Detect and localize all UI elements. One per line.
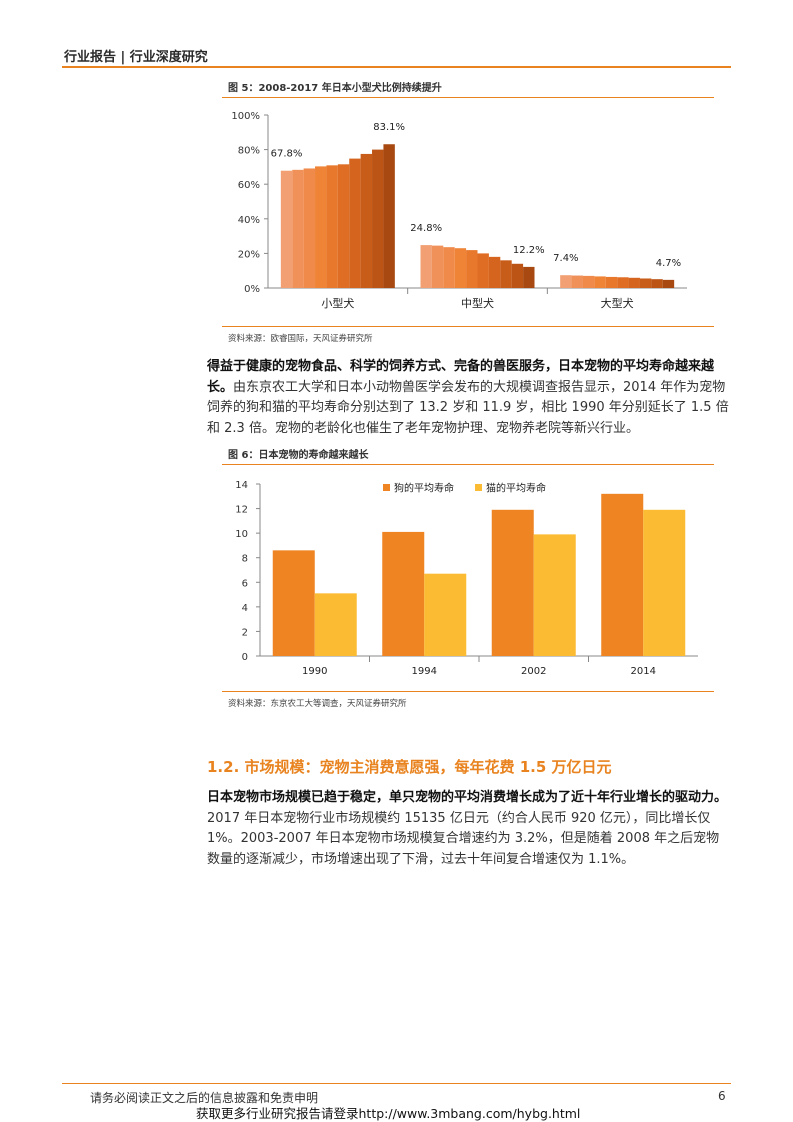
figure5-bar (466, 250, 478, 288)
figure5-bar (454, 248, 467, 288)
figure6-category-label: 1990 (302, 666, 327, 677)
page-number: 6 (718, 1089, 726, 1103)
figure5-y-tick-label: 80% (238, 146, 260, 157)
figure6-bar (272, 550, 315, 656)
figure6-legend-label: 猫的平均寿命 (486, 482, 546, 495)
figure5-bar (488, 256, 501, 288)
figure6-y-tick-label: 4 (242, 603, 248, 614)
figure5-bar (443, 247, 455, 288)
figure5-bar (280, 170, 293, 288)
figure5-bar (639, 278, 652, 288)
figure5-bar (431, 245, 444, 288)
figure5-y-tick-label: 20% (238, 249, 260, 260)
figure6-y-tick-label: 6 (242, 578, 248, 589)
figure5-data-label: 83.1% (373, 122, 405, 133)
figure5-bar (511, 263, 524, 288)
figure5-category-label: 中型犬 (461, 296, 494, 310)
figure5-bar (560, 275, 572, 288)
figure6-y-tick-label: 12 (235, 505, 248, 516)
figure5-y-tick-label: 100% (231, 111, 260, 122)
figure5-bar (651, 279, 663, 288)
figure5-data-label: 4.7% (656, 258, 681, 269)
footer-link[interactable]: 获取更多行业研究报告请登录http://www.3mbang.com/hybg.… (196, 1106, 581, 1121)
figure5-bar (303, 168, 316, 288)
figure6-bar (601, 493, 644, 656)
figure6-y-tick-label: 2 (242, 627, 248, 638)
figure5-data-label: 67.8% (271, 149, 303, 160)
figure5-bar (372, 149, 384, 288)
figure6-title: 图 6：日本宠物的寿命越来越长 (228, 450, 369, 461)
section-heading: 1.2. 市场规模：宠物主消费意愿强，每年花费 1.5 万亿日元 (207, 758, 612, 776)
footer-disclaimer: 请务必阅读正文之后的信息披露和免责申明 (90, 1091, 319, 1105)
footer-divider (62, 1083, 731, 1084)
figure5-title: 图 5：2008-2017 年日本小型犬比例持续提升 (228, 83, 442, 94)
paragraph-market-bold: 日本宠物市场规模已趋于稳定，单只宠物的平均消费增长成为了近十年行业增长的驱动力。 (207, 790, 728, 805)
figure6-legend-label: 狗的平均寿命 (394, 482, 454, 495)
paragraph-lifespan-bold: 得益于健康的宠物食品、科学的饲养方式、完备的兽医服务，日本宠物的平均寿命越来越长… (207, 359, 715, 395)
figure5-bar (617, 277, 629, 288)
figure6-bar (491, 509, 534, 656)
figure5-category-label: 大型犬 (601, 296, 634, 310)
figure5-bar (360, 153, 373, 288)
figure5-y-tick-label: 40% (238, 215, 260, 226)
figure5-source: 资料来源：欧睿国际，天风证券研究所 (228, 334, 373, 344)
paragraph-market-size: 日本宠物市场规模已趋于稳定，单只宠物的平均消费增长成为了近十年行业增长的驱动力。… (207, 788, 732, 870)
figure5-data-label: 7.4% (553, 253, 578, 264)
figure6-legend-swatch (475, 484, 482, 491)
figure5-data-label: 12.2% (513, 245, 545, 256)
figure5-y-tick-label: 60% (238, 180, 260, 191)
figure6-chart: 0 2 4 6 8 10 12 14 1990 1994 2002 2014 狗的平均寿命 猫的平均寿… (235, 480, 698, 677)
figure6-category-label: 2014 (631, 666, 656, 677)
figure6-category-label: 2002 (521, 666, 546, 677)
figure6-bar (382, 531, 425, 656)
figure5-chart: 0% 20% 40% 60% 80% 100% 小型犬 67.8% 83.1% 中型犬 24.8%… (231, 111, 687, 310)
figure5-bar (662, 279, 675, 288)
figure6-bar (643, 509, 686, 656)
figure6-category-label: 1994 (412, 666, 437, 677)
figure5-bar (500, 260, 512, 288)
figure5-bar (477, 253, 489, 288)
figure5-bar (315, 166, 327, 288)
figure6-y-tick-label: 8 (242, 554, 248, 565)
figure6-bottom-rule (222, 691, 714, 692)
figure5-bar (292, 169, 304, 288)
figure5-bar (326, 165, 338, 288)
figure5-top-rule (222, 97, 714, 98)
figure6-y-tick-label: 0 (242, 652, 248, 663)
figure5-data-label: 24.8% (410, 223, 442, 234)
figure6-bar (424, 573, 467, 656)
figure6-y-tick-label: 10 (235, 529, 248, 540)
figure5-bar (571, 275, 583, 288)
figure5-bar (349, 158, 361, 288)
figure6-bar (314, 593, 357, 656)
figure5-bar (420, 245, 432, 288)
paragraph-pet-lifespan: 得益于健康的宠物食品、科学的饲养方式、完备的兽医服务，日本宠物的平均寿命越来越长… (207, 357, 732, 439)
paragraph-lifespan-text: 由东京农工大学和日本小动物兽医学会发布的大规模调查报告显示，2014 年作为宠物… (207, 379, 729, 436)
header-divider (62, 66, 731, 68)
figure6-source: 资料来源：东京农工大等调查，天风证券研究所 (228, 699, 407, 709)
figure5-bar (523, 266, 535, 288)
figure5-bar (594, 276, 606, 288)
figure6-legend-swatch (383, 484, 390, 491)
figure5-bottom-rule (222, 326, 714, 327)
figure5-bar (383, 144, 395, 288)
figure5-bar (337, 164, 350, 288)
figure5-y-tick-label: 0% (244, 284, 260, 295)
paragraph-market-text: 2017 年日本宠物行业市场规模约 15135 亿日元（约合人民币 920 亿元… (207, 810, 720, 867)
figure6-top-rule (222, 464, 714, 465)
page-header-title: 行业报告 | 行业深度研究 (64, 50, 208, 65)
figure5-bar (628, 277, 640, 288)
figure5-bar (582, 275, 595, 288)
figure6-y-tick-label: 14 (235, 480, 248, 491)
figure5-bar (605, 276, 618, 288)
figure6-bar (533, 534, 576, 656)
figure5-category-label: 小型犬 (321, 296, 354, 310)
